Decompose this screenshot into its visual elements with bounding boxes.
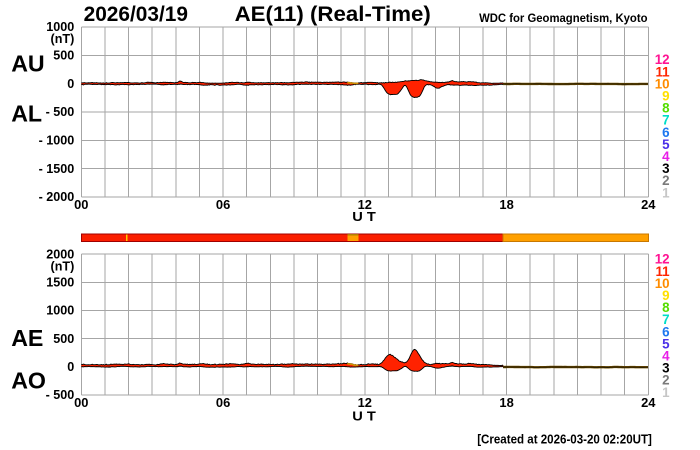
svg-text:2: 2 (662, 373, 669, 388)
svg-text:10: 10 (655, 276, 670, 291)
svg-text:U T: U T (352, 209, 376, 224)
svg-text:AU: AU (11, 50, 45, 76)
svg-text:12: 12 (358, 395, 372, 410)
svg-text:WDC for Geomagnetism, Kyoto: WDC for Geomagnetism, Kyoto (479, 11, 648, 25)
svg-text:(nT): (nT) (51, 32, 75, 46)
svg-text:2000: 2000 (46, 247, 74, 261)
svg-text:AE(11) (Real-Time): AE(11) (Real-Time) (235, 2, 431, 26)
svg-text:12: 12 (655, 52, 670, 67)
svg-text:AL: AL (11, 101, 42, 127)
svg-text:1500: 1500 (46, 276, 74, 290)
svg-text:12: 12 (358, 197, 372, 212)
svg-text:11: 11 (655, 64, 670, 79)
svg-text:06: 06 (216, 197, 230, 212)
svg-text:0: 0 (67, 77, 74, 91)
svg-text:0: 0 (67, 360, 74, 374)
svg-text:500: 500 (53, 49, 74, 63)
svg-text:3: 3 (662, 361, 669, 376)
svg-text:2: 2 (662, 173, 669, 188)
svg-text:6: 6 (662, 125, 669, 140)
svg-text:24: 24 (641, 395, 656, 410)
svg-text:5: 5 (662, 137, 670, 152)
svg-text:3: 3 (662, 161, 669, 176)
svg-text:7: 7 (662, 312, 669, 327)
svg-text:5: 5 (662, 336, 670, 351)
svg-text:11: 11 (655, 264, 670, 279)
svg-text:18: 18 (499, 197, 513, 212)
svg-text:00: 00 (74, 395, 88, 410)
svg-text:1: 1 (662, 185, 670, 200)
svg-text:06: 06 (216, 395, 230, 410)
svg-text:2026/03/19: 2026/03/19 (84, 2, 188, 26)
svg-text:[Created at 2026-03-20 02:20UT: [Created at 2026-03-20 02:20UT] (477, 432, 652, 446)
svg-text:9: 9 (662, 288, 669, 303)
svg-text:24: 24 (641, 197, 656, 212)
svg-text:6: 6 (662, 324, 669, 339)
svg-text:1000: 1000 (46, 20, 74, 34)
svg-text:8: 8 (662, 101, 670, 116)
svg-text:U T: U T (352, 409, 376, 424)
svg-text:- 500: - 500 (46, 105, 75, 119)
svg-text:500: 500 (53, 332, 74, 346)
svg-text:7: 7 (662, 113, 669, 128)
svg-text:12: 12 (655, 252, 670, 267)
svg-text:1000: 1000 (46, 304, 74, 318)
svg-text:AE: AE (11, 325, 43, 351)
svg-text:10: 10 (655, 76, 670, 91)
svg-text:00: 00 (74, 197, 88, 212)
svg-text:9: 9 (662, 89, 669, 104)
svg-text:4: 4 (662, 349, 670, 364)
svg-text:- 1000: - 1000 (39, 134, 75, 148)
svg-text:- 1500: - 1500 (39, 162, 75, 176)
svg-text:4: 4 (662, 149, 670, 164)
svg-text:8: 8 (662, 300, 670, 315)
svg-text:AO: AO (11, 368, 46, 394)
svg-text:18: 18 (499, 395, 513, 410)
svg-text:- 500: - 500 (46, 388, 75, 402)
svg-text:1: 1 (662, 385, 670, 400)
svg-text:- 2000: - 2000 (39, 190, 75, 204)
svg-text:(nT): (nT) (51, 259, 75, 273)
